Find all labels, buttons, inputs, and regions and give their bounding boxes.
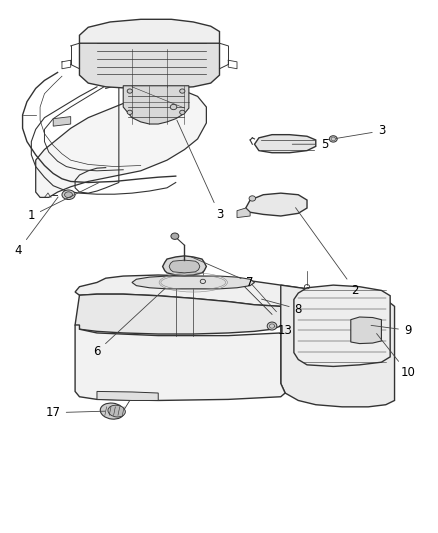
Polygon shape (245, 193, 306, 216)
Text: 2: 2 (295, 208, 358, 297)
Ellipse shape (328, 136, 336, 142)
Ellipse shape (179, 110, 184, 115)
Text: 7: 7 (191, 257, 253, 289)
Polygon shape (75, 275, 385, 307)
Polygon shape (350, 317, 381, 344)
Ellipse shape (248, 196, 255, 201)
Polygon shape (79, 43, 219, 88)
Text: 4: 4 (14, 197, 58, 257)
Polygon shape (132, 276, 254, 289)
Ellipse shape (127, 110, 132, 115)
Polygon shape (280, 285, 394, 407)
Polygon shape (79, 19, 219, 52)
Text: 5: 5 (292, 138, 328, 151)
Text: 9: 9 (370, 324, 410, 337)
Text: 1: 1 (28, 183, 99, 222)
Polygon shape (293, 285, 389, 367)
Ellipse shape (170, 104, 177, 110)
Polygon shape (123, 86, 188, 124)
Ellipse shape (267, 322, 276, 330)
Polygon shape (97, 391, 158, 400)
Text: 3: 3 (177, 120, 223, 221)
Polygon shape (237, 208, 250, 217)
Text: 6: 6 (93, 288, 165, 358)
Polygon shape (53, 117, 71, 126)
Polygon shape (35, 91, 206, 197)
Ellipse shape (100, 403, 124, 419)
Ellipse shape (64, 192, 72, 198)
Ellipse shape (108, 405, 125, 417)
Text: 8: 8 (261, 299, 301, 316)
Polygon shape (162, 256, 206, 276)
Polygon shape (75, 325, 285, 400)
Ellipse shape (127, 89, 132, 93)
Polygon shape (75, 294, 280, 334)
Ellipse shape (62, 190, 75, 199)
Ellipse shape (179, 89, 184, 93)
Polygon shape (169, 260, 199, 273)
Ellipse shape (170, 233, 178, 239)
Polygon shape (254, 135, 315, 153)
Text: 17: 17 (46, 406, 105, 419)
Text: 3: 3 (335, 124, 384, 139)
Text: 13: 13 (274, 324, 292, 337)
Text: 10: 10 (376, 334, 414, 379)
